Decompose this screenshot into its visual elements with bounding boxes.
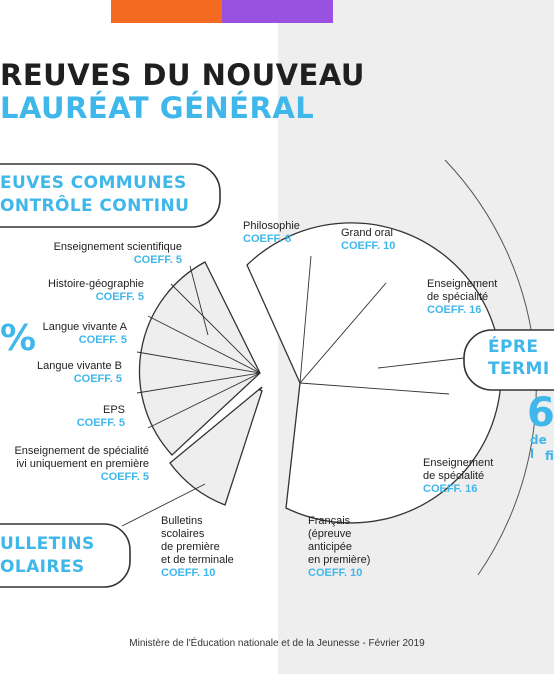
right-big-fragment: 6 — [527, 390, 554, 436]
right-box-line-1: ÉPRE — [488, 337, 539, 357]
label-histoire-geographie: Histoire-géographie COEFF. 5 — [48, 278, 144, 303]
label-specialite-2: Enseignement de spécialité COEFF. 16 — [423, 457, 494, 495]
left-percent-fragment: % — [0, 318, 37, 359]
right-box-frame — [463, 329, 554, 391]
label-langue-vivante-b: Langue vivante B COEFF. 5 — [36, 360, 122, 385]
label-eps: EPS COEFF. 5 — [76, 404, 125, 429]
title-line-1: REUVES DU NOUVEAU — [0, 58, 365, 92]
label-philosophie: Philosophie COEFF. 8 — [243, 220, 300, 245]
left-box-line-2: ONTRÔLE CONTINU — [0, 196, 190, 216]
label-grand-oral: Grand oral COEFF. 10 — [341, 227, 396, 252]
right-box-line-2: TERMI — [488, 359, 550, 379]
right-sub-line-1: de l — [530, 433, 547, 461]
label-specialite-premiere: Enseignement de spécialité ivi uniquement… — [14, 445, 149, 483]
orange-top-bar — [111, 0, 222, 23]
label-langue-vivante-a: Langue vivante A COEFF. 5 — [42, 321, 127, 346]
connector-bulletins — [121, 483, 206, 527]
bulletins-box-line-1: ULLETINS — [0, 534, 95, 554]
label-specialite-1: Enseignement de spécialité COEFF. 16 — [427, 278, 498, 316]
right-sub-line-2: fi — [545, 449, 554, 463]
bulletins-box-line-2: OLAIRES — [0, 557, 85, 577]
left-box-line-1: EUVES COMMUNES — [0, 173, 187, 193]
footer-credit: Ministère de l'Éducation nationale et de… — [129, 638, 425, 649]
label-francais: Français (épreuve anticipée en première)… — [308, 515, 371, 579]
bulletins-box-frame — [0, 523, 131, 588]
left-box-frame — [0, 163, 221, 228]
controle-continu-sector — [136, 261, 261, 456]
bulletins-sector — [169, 386, 263, 506]
label-enseignement-scientifique: Enseignement scientifique COEFF. 5 — [53, 241, 182, 266]
purple-top-bar — [222, 0, 333, 23]
title-line-2: LAURÉAT GÉNÉRAL — [0, 91, 315, 125]
label-bulletins-scolaires: Bulletins scolaires de première et de te… — [161, 515, 234, 579]
